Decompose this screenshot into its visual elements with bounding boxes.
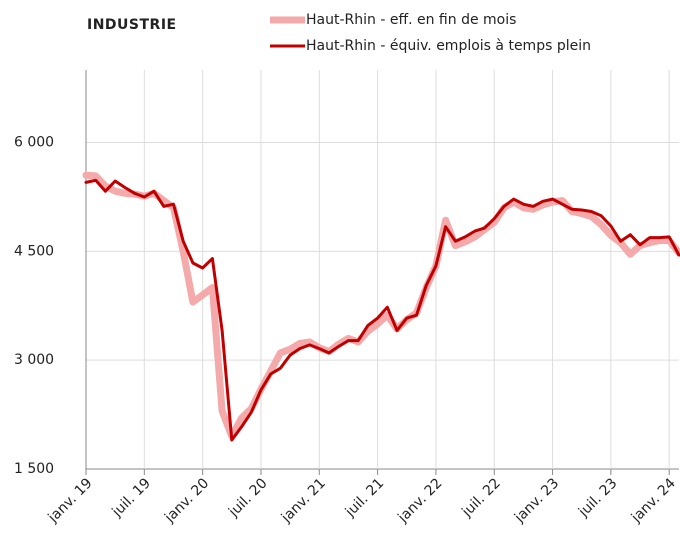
y-tick-label: 1 500 <box>14 461 54 477</box>
x-tick-label: juil. 23 <box>575 475 620 520</box>
x-tick-label: janv. 21 <box>278 475 329 526</box>
line-series <box>82 171 680 440</box>
x-tick-label: juil. 19 <box>109 475 154 520</box>
chart-title: INDUSTRIE <box>87 17 177 33</box>
x-tick-label: janv. 19 <box>45 475 96 526</box>
legend-label: Haut-Rhin - eff. en fin de mois <box>306 12 516 28</box>
legend-label: Haut-Rhin - équiv. emplois à temps plein <box>306 38 591 54</box>
y-tick-label: 4 500 <box>14 243 54 259</box>
x-tick-label: juil. 20 <box>225 475 270 520</box>
x-tick-label: janv. 22 <box>394 475 445 526</box>
x-tick-label: janv. 20 <box>161 475 212 526</box>
x-tick-label: janv. 24 <box>628 475 679 526</box>
x-tick-label: juil. 22 <box>458 475 503 520</box>
y-tick-label: 6 000 <box>14 135 54 151</box>
x-tick-label: juil. 21 <box>342 475 387 520</box>
y-tick-label: 3 000 <box>14 352 54 368</box>
line-series <box>84 178 680 442</box>
x-tick-label: janv. 23 <box>511 475 562 526</box>
